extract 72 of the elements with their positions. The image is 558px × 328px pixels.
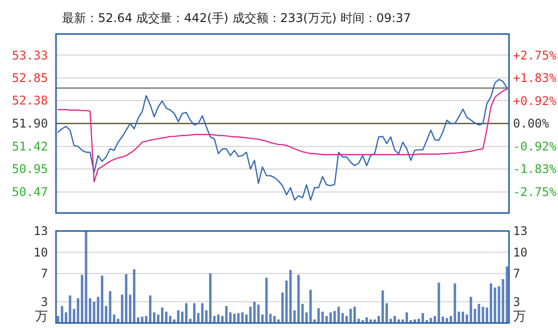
y2-tick-label: 13 (513, 224, 528, 238)
bar (321, 312, 324, 323)
y2-tick-label: -1.83% (513, 162, 558, 176)
chart-title: 最新：52.64 成交量：442(手) 成交额：233(万元) 时间：09:37 (62, 11, 411, 25)
bar (382, 290, 384, 323)
y-tick-label: 50.95 (12, 162, 48, 176)
y2-tick-label: 7 (513, 266, 520, 281)
bar (454, 283, 456, 323)
bar (309, 290, 312, 323)
y-tick-label: 52.85 (12, 71, 48, 86)
y2-tick-label: +0.92% (513, 94, 558, 108)
y-tick-label: 52.38 (12, 94, 48, 108)
bar (317, 308, 320, 323)
bar (361, 320, 364, 323)
y2-tick-label: 0.00% (513, 116, 550, 131)
y-axis-title: 万 (35, 310, 48, 325)
bar (333, 310, 336, 323)
bar (193, 303, 196, 323)
bar (394, 316, 396, 323)
bar (406, 312, 408, 323)
bar (253, 302, 256, 323)
bar (177, 310, 180, 323)
bar (149, 295, 152, 323)
bar (462, 312, 464, 323)
y2-tick-label: 3 (513, 294, 520, 309)
y2-tick-label: +1.83% (513, 71, 558, 86)
bar (353, 306, 356, 323)
bar (217, 314, 220, 323)
bar (446, 318, 448, 323)
y2-tick-label: +2.75% (513, 48, 558, 62)
line-series (57, 88, 508, 182)
bar (140, 316, 144, 323)
bar (225, 306, 228, 323)
bar (482, 306, 484, 323)
y-tick-label: 53.33 (12, 48, 48, 62)
bar (470, 296, 472, 323)
y-tick-label: 51.90 (12, 116, 48, 131)
bar (185, 303, 188, 323)
bar (165, 312, 168, 323)
bar (438, 282, 440, 323)
y-tick-label: 10 (34, 245, 48, 260)
bar (422, 313, 424, 323)
bar (241, 312, 244, 323)
bar (337, 306, 340, 323)
bar (161, 307, 164, 323)
bar (365, 317, 368, 323)
bar (201, 303, 204, 323)
y2-tick-label: -2.75% (513, 185, 558, 200)
y2-tick-label: 10 (513, 245, 528, 260)
bar (169, 316, 172, 323)
bar (132, 269, 136, 323)
y-tick-label: 7 (40, 266, 48, 281)
bar (329, 312, 332, 323)
bar (237, 313, 240, 323)
y2-tick-label: -0.92% (513, 140, 558, 154)
bar (325, 316, 328, 323)
y-tick-label: 51.42 (12, 140, 48, 154)
bar (486, 307, 488, 323)
bar (209, 273, 212, 323)
bar (478, 304, 480, 323)
bar (108, 291, 112, 323)
bar (124, 274, 128, 323)
bar (100, 276, 104, 323)
bar (257, 304, 260, 323)
y-tick-label: 13 (34, 224, 48, 238)
bar (349, 308, 352, 323)
y-tick-label: 50.47 (12, 185, 48, 200)
bar (84, 231, 88, 323)
y2-axis-title: 万 (513, 310, 526, 325)
bar (233, 314, 236, 323)
bar (430, 318, 432, 323)
y-tick-label: 3 (40, 294, 48, 309)
